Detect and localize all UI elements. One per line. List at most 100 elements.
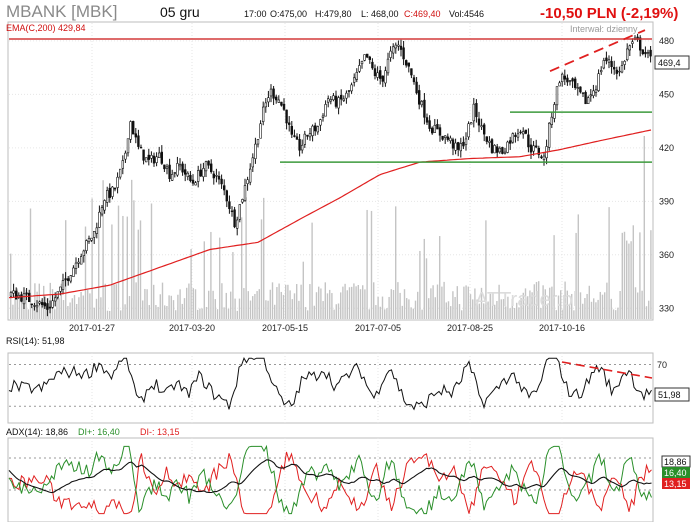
adx-legend: ADX(14): 18,86 xyxy=(6,427,68,437)
volume-bar xyxy=(254,293,256,319)
volume-bar xyxy=(155,305,157,319)
volume-bar xyxy=(177,294,179,319)
candle-body xyxy=(412,77,416,83)
candle-body xyxy=(462,141,465,147)
candle-body xyxy=(594,89,598,93)
candle-body xyxy=(446,136,449,140)
horizontal-grid xyxy=(9,40,652,309)
candle-body xyxy=(298,139,301,151)
volume-bar xyxy=(304,307,307,319)
volume-bar xyxy=(115,284,117,319)
volume-bar xyxy=(458,304,461,319)
candle-body xyxy=(306,134,309,137)
price-tick-label: 420 xyxy=(659,143,674,153)
candle-body xyxy=(259,123,262,139)
price-tick-label: 330 xyxy=(659,303,674,313)
date-tick-label: 2017-07-05 xyxy=(355,323,401,333)
volume-bar xyxy=(406,298,408,319)
candle-body xyxy=(280,101,283,106)
candle-body xyxy=(64,278,67,281)
candle-body xyxy=(378,70,382,79)
volume-bar xyxy=(529,290,531,319)
candle-body xyxy=(339,94,343,100)
candle-body xyxy=(537,147,541,155)
volume-bar xyxy=(181,303,183,319)
volume-bar xyxy=(271,282,274,319)
volume-bar xyxy=(227,308,230,319)
candle-body xyxy=(207,160,210,166)
candle-body xyxy=(363,54,366,61)
volume-bar xyxy=(505,306,507,319)
candle-body xyxy=(69,275,73,282)
price-tick-label: 480 xyxy=(659,36,674,46)
volume-bar xyxy=(582,303,584,319)
volume-bar xyxy=(430,288,432,319)
candle-body xyxy=(171,174,174,181)
candle-body xyxy=(87,238,91,243)
header-date: 05 gru xyxy=(160,4,200,20)
rsi-legend: RSI(14): 51,98 xyxy=(6,336,65,346)
volume-bar xyxy=(441,286,443,319)
volume-bar xyxy=(417,291,419,319)
volume-bar xyxy=(474,288,476,319)
candle-body xyxy=(189,174,192,181)
volume-bar xyxy=(307,310,309,319)
volume-bar xyxy=(137,229,139,319)
candle-body xyxy=(220,178,223,185)
volume-bar xyxy=(456,286,458,319)
candle-body xyxy=(22,293,26,305)
header-volume: Vol:4546 xyxy=(449,9,484,19)
volume-bar xyxy=(183,298,186,319)
volume-bar xyxy=(617,307,619,319)
date-tick-label: 2017-05-15 xyxy=(262,323,308,333)
volume-bar xyxy=(562,309,564,319)
volume-bar xyxy=(586,293,588,319)
volume-bar xyxy=(188,283,190,319)
volume-bar xyxy=(401,305,403,319)
candle-body xyxy=(540,156,543,158)
di-minus-value-label: 13,15 xyxy=(664,479,687,489)
candle-body xyxy=(67,278,70,281)
volume-bar xyxy=(454,296,456,319)
candle-body xyxy=(560,73,564,83)
volume-bar xyxy=(579,292,582,319)
volume-bar xyxy=(234,298,236,319)
di-minus-line xyxy=(8,451,652,515)
volume-bar xyxy=(252,296,254,319)
ema-200-line xyxy=(8,129,652,299)
volume-bar xyxy=(335,304,337,319)
volume-bar xyxy=(465,285,467,319)
volume-bar xyxy=(201,308,203,319)
candle-body xyxy=(581,92,585,94)
volume-bar xyxy=(142,300,144,319)
candle-body xyxy=(225,190,228,202)
volume-bar xyxy=(208,290,210,319)
volume-bar xyxy=(337,303,340,319)
volume-bar xyxy=(67,306,69,319)
volume-bar xyxy=(533,284,535,319)
volume-bar xyxy=(590,301,593,319)
candle-body xyxy=(641,49,645,55)
volume-bar xyxy=(27,309,29,319)
candle-body xyxy=(274,96,278,101)
volume-bar xyxy=(593,298,595,319)
volume-bar xyxy=(210,231,212,319)
volume-bar xyxy=(386,308,388,319)
volume-bar xyxy=(161,282,164,319)
volume-bar xyxy=(111,224,113,319)
volume-bar xyxy=(595,302,597,319)
candle-body xyxy=(272,88,275,99)
volume-bar xyxy=(10,253,12,319)
candlestick-series xyxy=(9,33,652,317)
candle-body xyxy=(524,129,528,134)
candle-body xyxy=(191,179,195,184)
volume-bar xyxy=(175,310,177,319)
volume-bar xyxy=(267,300,269,319)
candle-body xyxy=(488,140,491,143)
price-tick-label: 390 xyxy=(659,196,674,206)
volume-bar xyxy=(296,284,298,319)
volume-bar xyxy=(604,292,606,319)
candle-body xyxy=(490,139,494,153)
candle-body xyxy=(563,75,567,80)
volume-bar xyxy=(78,297,80,319)
